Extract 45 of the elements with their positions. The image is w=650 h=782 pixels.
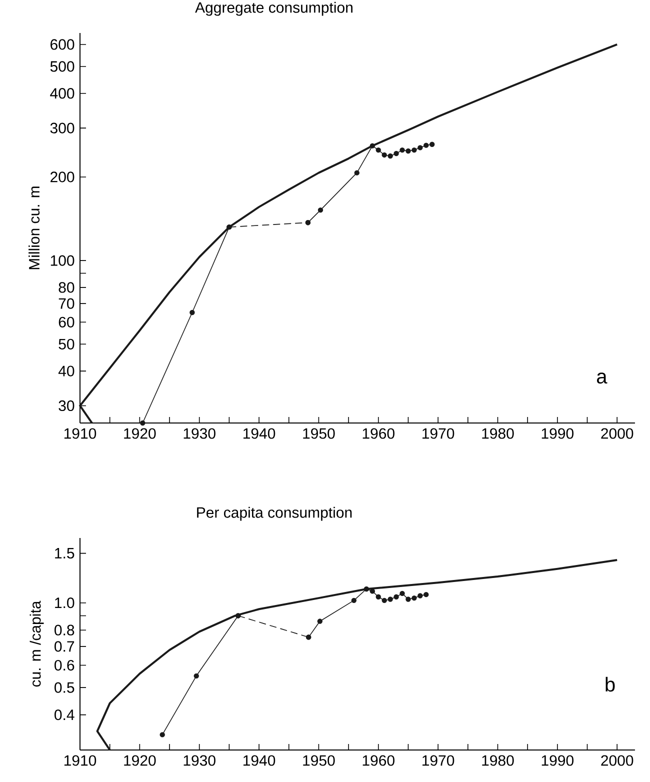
y-tick-label: 50 xyxy=(58,338,74,350)
y-tick-label: 1.5 xyxy=(55,548,74,559)
x-tick-label: 2000 xyxy=(601,755,634,766)
y-tick-label: 300 xyxy=(50,122,74,134)
x-tick-label: 2000 xyxy=(601,428,634,439)
y-tick-label: 0.5 xyxy=(54,682,74,693)
y-tick-label: 200 xyxy=(50,172,74,182)
y-tick-label: 0.7 xyxy=(54,641,74,652)
y-tick-label: 0.4 xyxy=(54,710,74,720)
x-tick-label: 1970 xyxy=(422,428,454,439)
x-tick-label: 1980 xyxy=(482,755,514,766)
x-tick-label: 1990 xyxy=(542,755,574,766)
y-tick-label: 40 xyxy=(58,366,74,376)
x-tick-label: 1950 xyxy=(303,755,335,766)
x-tick-label: 1910 xyxy=(64,755,96,766)
x-tick-label: 1990 xyxy=(542,428,574,439)
x-tick-label: 1920 xyxy=(124,428,156,439)
y-tick-label: 400 xyxy=(50,88,74,99)
x-tick-label: 1950 xyxy=(303,428,335,439)
x-tick-label: 1940 xyxy=(243,428,276,439)
y-tick-label: 100 xyxy=(50,255,74,266)
x-tick-label: 1960 xyxy=(362,755,394,766)
y-tick-label: 0.6 xyxy=(54,660,74,671)
x-tick-label: 1940 xyxy=(243,755,276,766)
y-axis-title: Million cu. m xyxy=(28,186,40,270)
x-tick-label: 1910 xyxy=(64,428,96,439)
x-tick-label: 1930 xyxy=(184,428,216,439)
y-tick-label: 60 xyxy=(58,316,74,328)
x-tick-label: 1930 xyxy=(184,755,216,766)
y-tick-label: 600 xyxy=(50,39,74,50)
x-tick-label: 1970 xyxy=(422,755,454,766)
y-tick-label: 30 xyxy=(58,400,74,412)
y-tick-label: 0.8 xyxy=(54,624,74,636)
x-tick-label: 1980 xyxy=(482,428,514,439)
y-tick-label: 70 xyxy=(58,298,74,309)
chart-title: Aggregate consumption xyxy=(195,2,352,16)
y-axis-title: cu. m /capita xyxy=(30,600,44,687)
y-tick-label: 500 xyxy=(50,61,74,72)
x-tick-label: 1920 xyxy=(124,755,156,766)
annotation: b xyxy=(606,676,615,692)
y-tick-label: 80 xyxy=(58,282,74,293)
annotation: a xyxy=(596,372,608,384)
chart-title: Per capita consumption xyxy=(197,506,352,521)
x-tick-label: 1960 xyxy=(362,428,394,439)
y-tick-label: 1.0 xyxy=(55,598,74,608)
